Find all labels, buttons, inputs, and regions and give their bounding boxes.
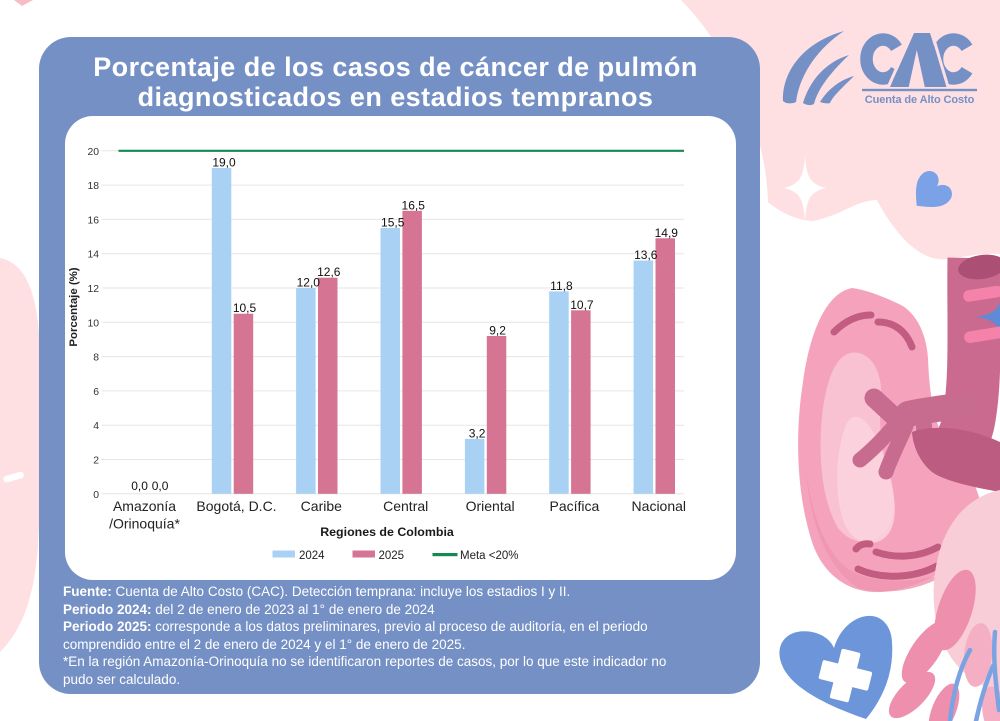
svg-text:20: 20 xyxy=(87,147,99,158)
svg-text:2024: 2024 xyxy=(299,550,325,562)
svg-text:2: 2 xyxy=(93,456,99,467)
svg-text:12,0: 12,0 xyxy=(297,276,321,290)
svg-text:Nacional: Nacional xyxy=(632,498,686,514)
svg-text:2025: 2025 xyxy=(379,550,405,562)
svg-text:14,9: 14,9 xyxy=(655,226,679,240)
svg-text:8: 8 xyxy=(93,353,99,364)
svg-text:3,2: 3,2 xyxy=(469,426,486,440)
svg-text:Porcentaje (%): Porcentaje (%) xyxy=(68,267,80,346)
svg-text:4: 4 xyxy=(93,421,99,432)
svg-text:Meta <20%: Meta <20% xyxy=(460,550,519,562)
svg-text:10,5: 10,5 xyxy=(233,301,257,315)
svg-text:Oriental: Oriental xyxy=(466,498,515,514)
svg-text:12: 12 xyxy=(87,284,99,295)
svg-text:19,0: 19,0 xyxy=(212,155,236,169)
svg-text:Amazonía: Amazonía xyxy=(113,498,176,514)
svg-text:Cuenta de Alto Costo: Cuenta de Alto Costo xyxy=(865,94,975,106)
svg-text:Central: Central xyxy=(383,498,428,514)
svg-text:10: 10 xyxy=(87,318,99,329)
svg-text:16: 16 xyxy=(87,215,99,226)
svg-text:16,5: 16,5 xyxy=(402,198,426,212)
svg-text:12,6: 12,6 xyxy=(317,265,341,279)
svg-text:0,0: 0,0 xyxy=(131,479,148,493)
svg-text:9,2: 9,2 xyxy=(489,324,506,338)
svg-text:Bogotá, D.C.: Bogotá, D.C. xyxy=(196,498,276,514)
svg-text:Caribe: Caribe xyxy=(301,498,342,514)
svg-text:15,5: 15,5 xyxy=(381,215,405,229)
svg-text:14: 14 xyxy=(87,250,99,261)
svg-text:/Orinoquía*: /Orinoquía* xyxy=(109,516,180,532)
svg-text:0,0: 0,0 xyxy=(152,479,169,493)
svg-text:Pacífica: Pacífica xyxy=(549,498,599,514)
svg-text:6: 6 xyxy=(93,387,99,398)
svg-text:11,8: 11,8 xyxy=(550,279,573,293)
svg-text:13,6: 13,6 xyxy=(634,248,658,262)
svg-text:Regiones de Colombia: Regiones de Colombia xyxy=(320,525,454,539)
svg-text:18: 18 xyxy=(87,181,99,192)
svg-text:10,7: 10,7 xyxy=(570,298,594,312)
svg-text:0: 0 xyxy=(93,490,99,501)
